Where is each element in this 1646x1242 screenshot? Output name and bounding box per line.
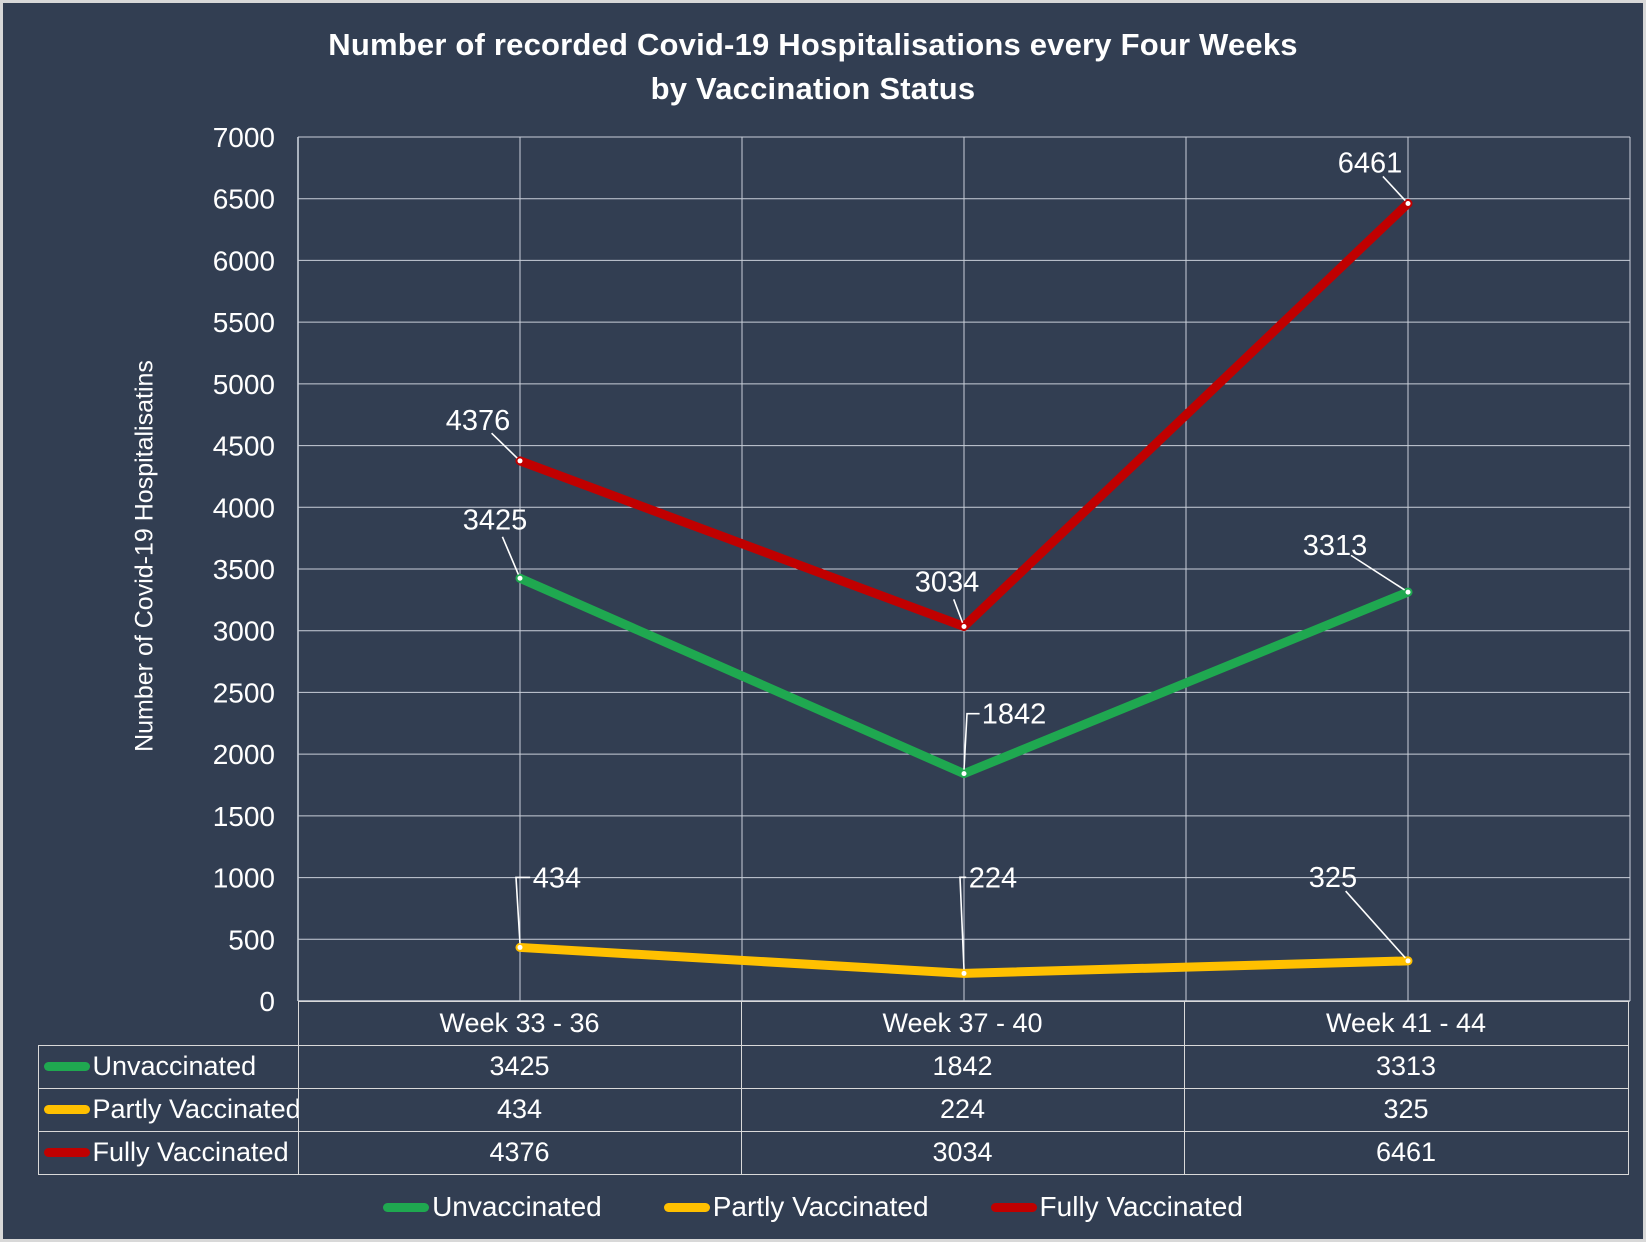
table-value-cell: 4376 — [297, 1130, 742, 1175]
data-label: 4376 — [446, 405, 511, 437]
data-label-leader — [1382, 175, 1406, 202]
y-axis-tick-label: 3000 — [213, 616, 275, 647]
data-label: 3313 — [1303, 530, 1368, 562]
data-label-leader — [1350, 554, 1406, 591]
table-value-cell: 6461 — [1183, 1130, 1629, 1175]
y-axis-tick-label: 2000 — [213, 739, 275, 770]
y-axis-tick-label: 5500 — [213, 307, 275, 338]
x-axis-category-label: Week 37 - 40 — [740, 1000, 1185, 1046]
y-axis-tick-label: 2500 — [213, 677, 275, 708]
data-label-leader — [515, 876, 531, 944]
chart-title-line2: by Vaccination Status — [650, 71, 976, 107]
legend-color-swatch — [383, 1202, 430, 1212]
table-value-cell: 3313 — [1183, 1044, 1629, 1089]
legend-label: Unvaccinated — [432, 1191, 602, 1222]
data-point — [1405, 589, 1411, 595]
table-value-cell: 224 — [740, 1087, 1185, 1132]
y-axis-tick-label: 5000 — [213, 369, 275, 400]
chart-title: Number of recorded Covid-19 Hospitalisat… — [3, 23, 1623, 111]
legend-label: Fully Vaccinated — [1039, 1191, 1243, 1222]
data-point — [1405, 201, 1411, 207]
y-axis-tick-label: 1000 — [213, 863, 275, 894]
data-label-leader — [963, 712, 980, 770]
data-label: 224 — [969, 862, 1017, 894]
table-series-key: Fully Vaccinated — [37, 1130, 299, 1175]
series-color-swatch — [43, 1148, 90, 1157]
data-label-leader — [952, 599, 964, 624]
data-point — [517, 944, 523, 950]
data-label-leader — [501, 536, 520, 575]
series-name-label: Partly Vaccinated — [92, 1094, 301, 1124]
data-label: 325 — [1309, 862, 1357, 894]
chart-legend: Unvaccinated Partly Vaccinated Fully Vacci… — [3, 1187, 1623, 1227]
y-axis-tick-label: 4000 — [213, 492, 275, 523]
data-point — [961, 771, 967, 777]
legend-item: Partly Vaccinated — [663, 1191, 929, 1223]
series-name-label: Fully Vaccinated — [92, 1137, 289, 1167]
chart-title-line1: Number of recorded Covid-19 Hospitalisat… — [328, 27, 1298, 62]
y-axis-tick-label: 1500 — [213, 801, 275, 832]
table-corner-cell — [38, 1001, 299, 1046]
data-label-leader — [491, 432, 518, 459]
table-value-cell: 3034 — [740, 1130, 1185, 1175]
line-chart-plot: 0 500 1000 1500 2000 2500 3000 3500 4000 4500 5000… — [213, 122, 1631, 1017]
data-point — [961, 624, 967, 630]
legend-color-swatch — [663, 1202, 710, 1212]
y-axis-tick-label: 7000 — [213, 122, 275, 153]
y-axis-tick-label: 6000 — [213, 245, 275, 276]
series-color-swatch — [43, 1105, 90, 1114]
y-axis-tick-label: 3500 — [213, 554, 275, 585]
data-table: Week 33 - 36 Week 37 - 40 Week 41 - 44 Unva… — [37, 1000, 1629, 1175]
data-label-leader — [1345, 890, 1406, 959]
data-point — [961, 970, 967, 976]
data-label: 434 — [533, 862, 581, 894]
x-axis-category-label: Week 33 - 36 — [297, 1000, 742, 1046]
data-label-leader — [959, 876, 967, 970]
legend-item: Fully Vaccinated — [990, 1191, 1243, 1223]
table-value-cell: 434 — [297, 1087, 742, 1132]
series-color-swatch — [43, 1062, 90, 1071]
table-value-cell: 1842 — [740, 1044, 1185, 1089]
y-axis-tick-label: 500 — [228, 924, 275, 955]
data-point — [517, 458, 523, 464]
data-label: 6461 — [1338, 148, 1403, 180]
series-name-label: Unvaccinated — [92, 1051, 257, 1081]
data-label: 3034 — [915, 567, 980, 599]
data-point — [517, 575, 523, 581]
y-axis-tick-label: 0 — [259, 986, 275, 1017]
data-label: 1842 — [982, 699, 1047, 731]
table-value-cell: 325 — [1183, 1087, 1629, 1132]
data-label: 3425 — [463, 504, 528, 536]
table-series-key: Partly Vaccinated — [37, 1087, 301, 1132]
y-axis-tick-label: 6500 — [213, 184, 275, 215]
table-value-cell: 3425 — [297, 1044, 742, 1089]
y-axis-tick-label: 4500 — [213, 431, 275, 462]
legend-label: Partly Vaccinated — [712, 1191, 929, 1222]
x-axis-category-label: Week 41 - 44 — [1183, 1000, 1629, 1046]
legend-item: Unvaccinated — [383, 1191, 602, 1223]
table-series-key: Unvaccinated — [37, 1044, 299, 1089]
data-point — [1405, 958, 1411, 964]
legend-color-swatch — [990, 1202, 1037, 1212]
